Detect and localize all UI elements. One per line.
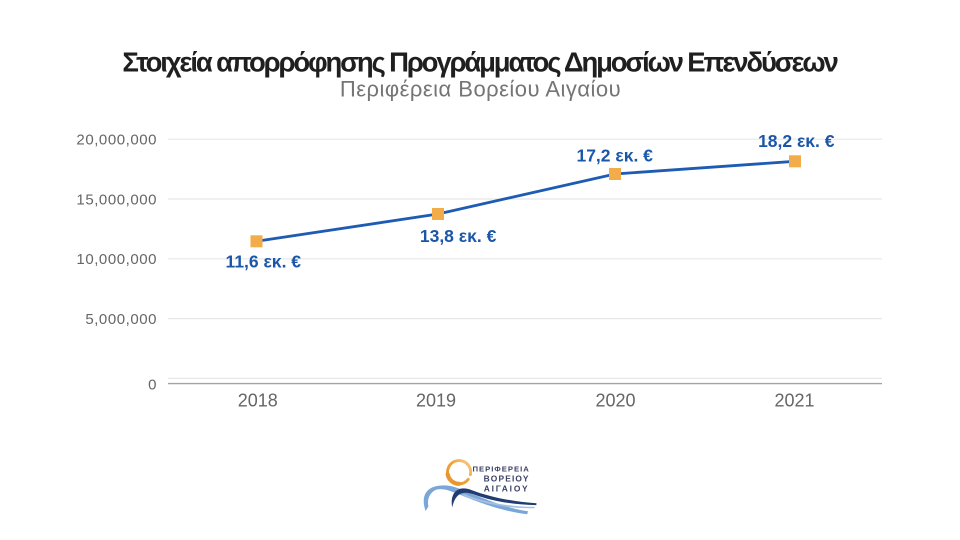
svg-text:ΒΟΡΕΙΟΥ: ΒΟΡΕΙΟΥ	[484, 473, 530, 483]
svg-text:2020: 2020	[595, 390, 635, 410]
svg-text:ΑΙΓΑΙΟΥ: ΑΙΓΑΙΟΥ	[484, 484, 530, 494]
svg-text:Περιφέρεια Βορείου Αιγαίου: Περιφέρεια Βορείου Αιγαίου	[340, 77, 621, 102]
svg-text:2018: 2018	[238, 390, 278, 410]
svg-text:5,000,000: 5,000,000	[85, 311, 157, 328]
svg-text:ΠΕΡΙΦΕΡΕΙΑ: ΠΕΡΙΦΕΡΕΙΑ	[472, 465, 529, 474]
svg-text:13,8 εκ. €: 13,8 εκ. €	[420, 226, 497, 246]
svg-text:10,000,000: 10,000,000	[76, 251, 157, 268]
svg-text:2021: 2021	[774, 390, 814, 410]
svg-text:15,000,000: 15,000,000	[76, 191, 157, 208]
svg-text:17,2 εκ. €: 17,2 εκ. €	[576, 145, 653, 165]
svg-text:Στοιχεία απορρόφησης Προγράμμα: Στοιχεία απορρόφησης Προγράμματος Δημοσί…	[122, 47, 838, 78]
svg-text:20,000,000: 20,000,000	[76, 132, 157, 149]
svg-text:11,6 εκ. €: 11,6 εκ. €	[226, 251, 302, 271]
svg-text:0: 0	[148, 376, 157, 393]
svg-text:18,2 εκ. €: 18,2 εκ. €	[758, 131, 835, 151]
svg-text:2019: 2019	[416, 390, 456, 410]
